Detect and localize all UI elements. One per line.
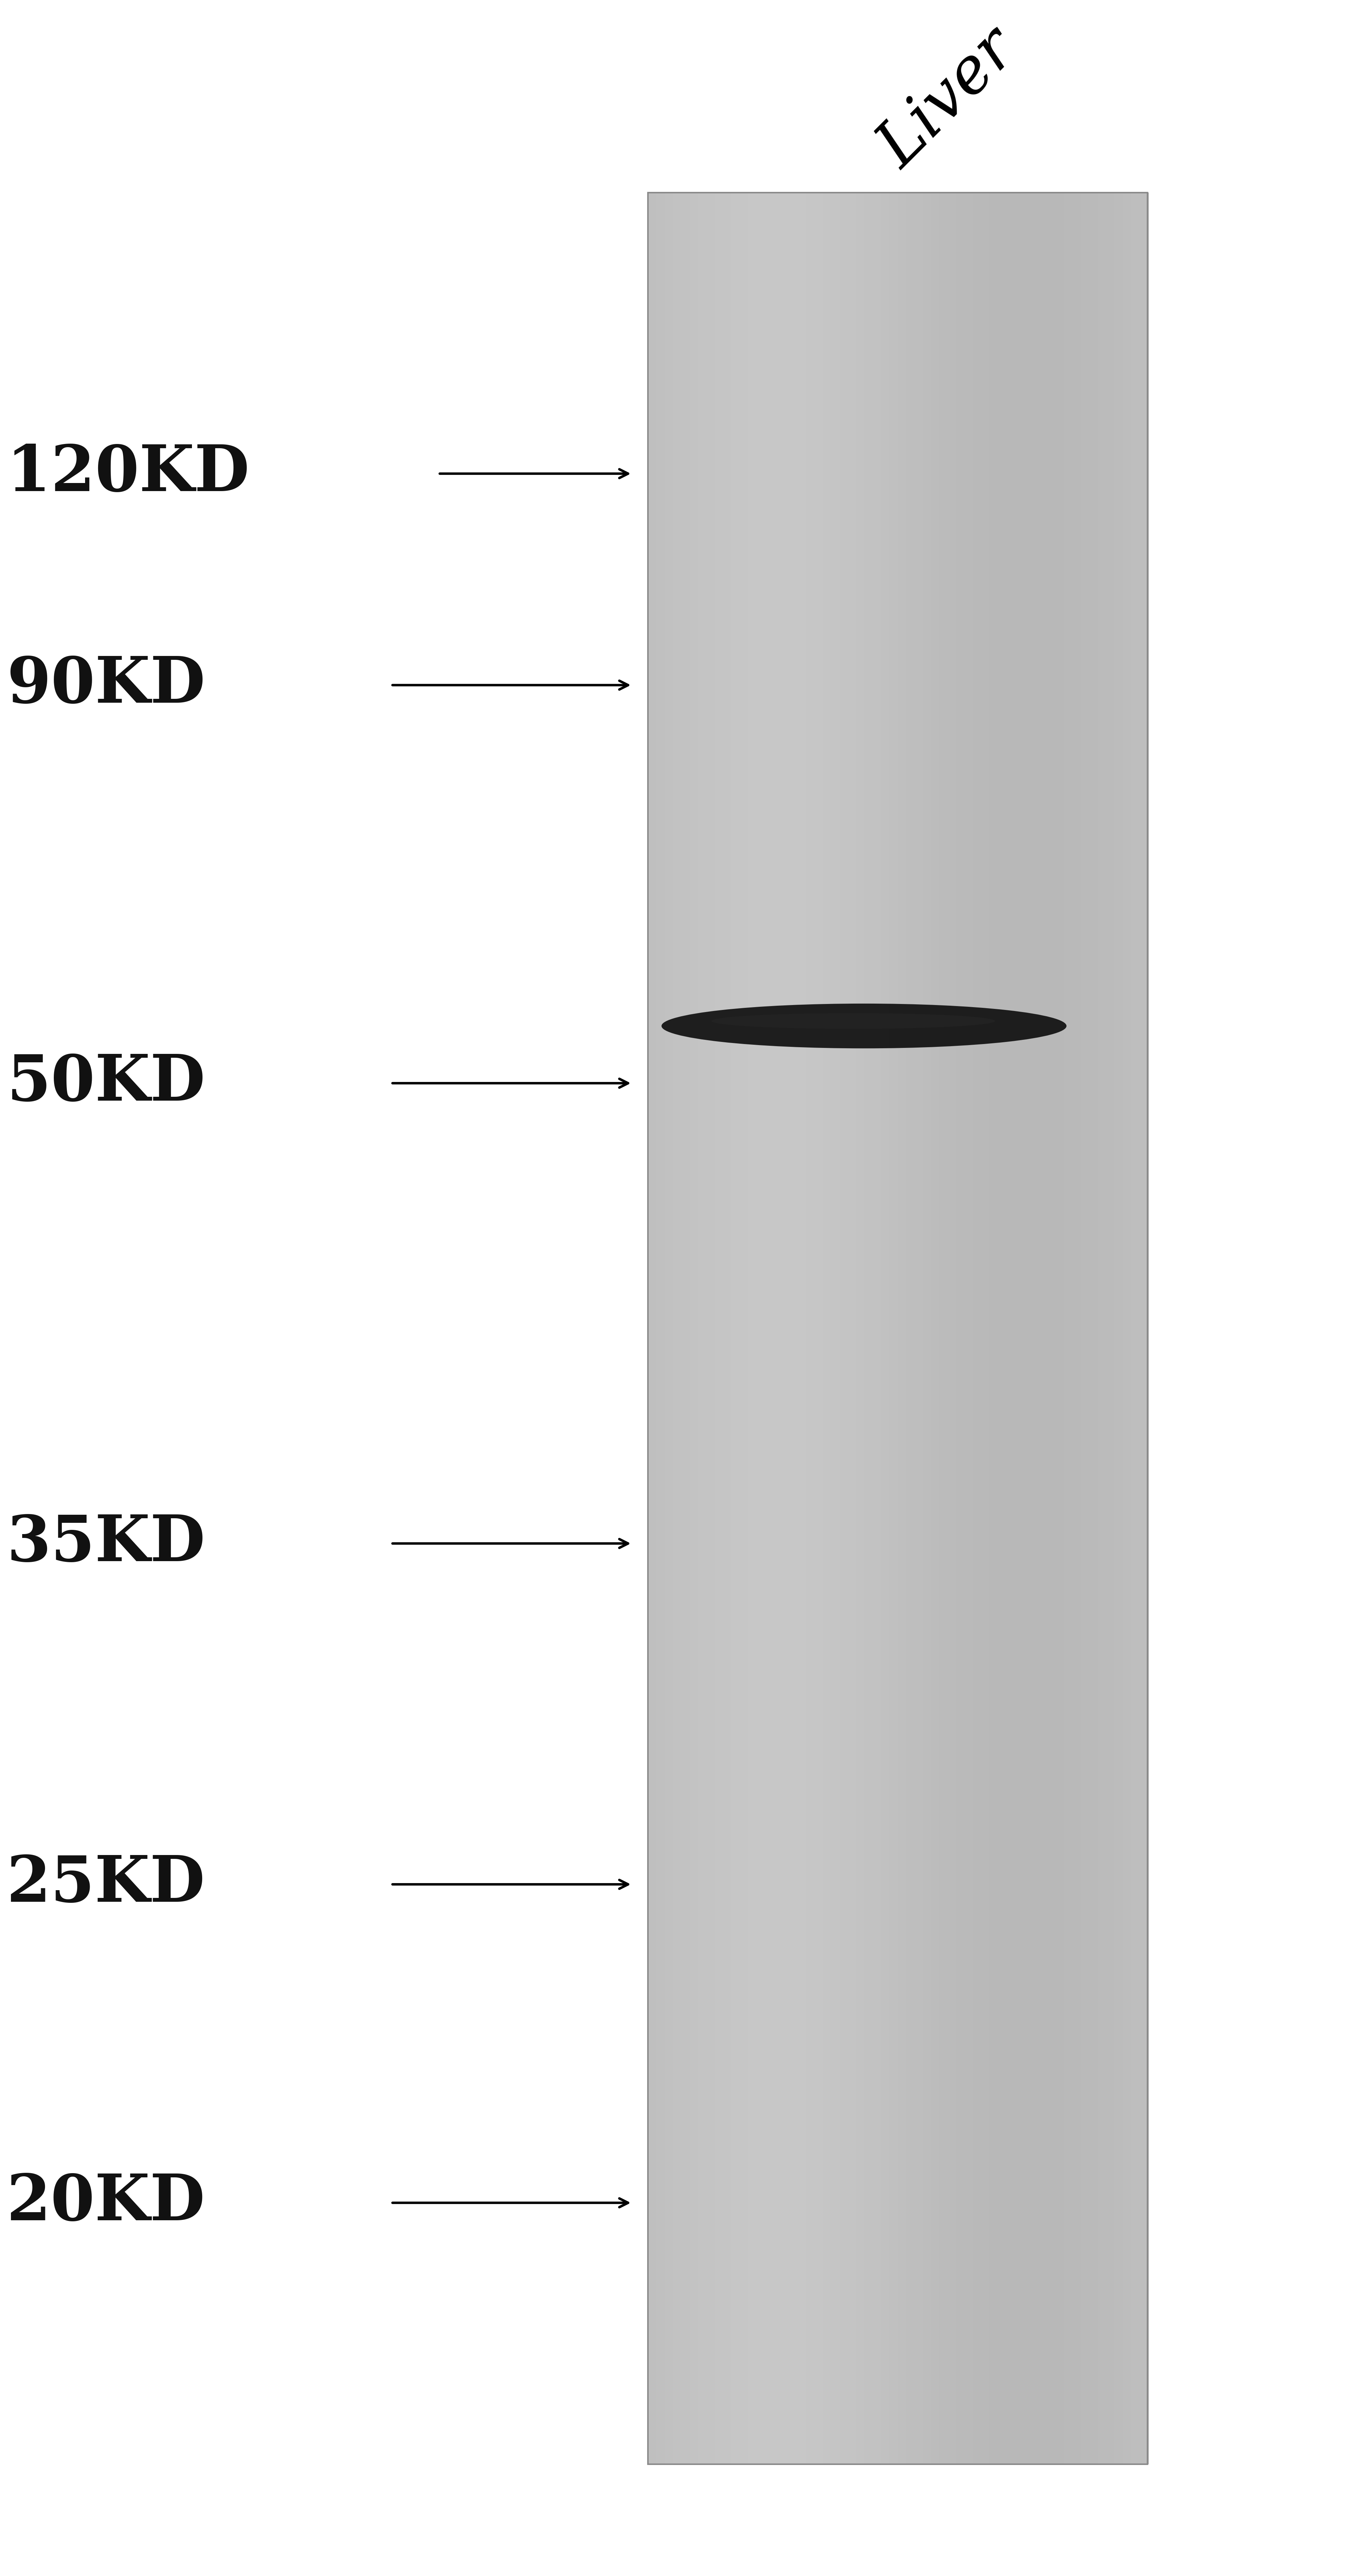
- Bar: [1089, 193, 1099, 2465]
- Bar: [872, 193, 883, 2465]
- Ellipse shape: [662, 1005, 1067, 1048]
- Bar: [822, 193, 833, 2465]
- Bar: [740, 193, 749, 2465]
- Bar: [648, 193, 657, 2465]
- Bar: [714, 193, 724, 2465]
- Bar: [1056, 193, 1065, 2465]
- Bar: [798, 193, 807, 2465]
- Bar: [656, 193, 666, 2465]
- Bar: [1106, 193, 1115, 2465]
- Bar: [1023, 193, 1033, 2465]
- Bar: [1014, 193, 1025, 2465]
- Text: 20KD: 20KD: [7, 2172, 205, 2233]
- Bar: [706, 193, 716, 2465]
- Bar: [722, 193, 733, 2465]
- Bar: [923, 193, 933, 2465]
- Text: 35KD: 35KD: [7, 1512, 205, 1574]
- Bar: [898, 193, 907, 2465]
- Bar: [1048, 193, 1057, 2465]
- Bar: [906, 193, 915, 2465]
- Bar: [914, 193, 923, 2465]
- Bar: [940, 193, 949, 2465]
- Bar: [772, 193, 783, 2465]
- Bar: [648, 193, 1148, 2465]
- Bar: [981, 193, 991, 2465]
- Bar: [1040, 193, 1049, 2465]
- Bar: [682, 193, 691, 2465]
- Bar: [806, 193, 815, 2465]
- Text: 90KD: 90KD: [7, 654, 205, 716]
- Bar: [1122, 193, 1133, 2465]
- Bar: [732, 193, 741, 2465]
- Text: 50KD: 50KD: [7, 1051, 205, 1115]
- Bar: [1064, 193, 1075, 2465]
- Bar: [1006, 193, 1015, 2465]
- Bar: [1131, 193, 1141, 2465]
- Bar: [832, 193, 841, 2465]
- Bar: [864, 193, 875, 2465]
- Bar: [814, 193, 824, 2465]
- Bar: [932, 193, 941, 2465]
- Bar: [1081, 193, 1091, 2465]
- Text: Liver: Liver: [867, 18, 1029, 180]
- Bar: [972, 193, 983, 2465]
- Bar: [1072, 193, 1083, 2465]
- Bar: [998, 193, 1007, 2465]
- Bar: [1114, 193, 1123, 2465]
- Bar: [648, 193, 1148, 2465]
- Bar: [1098, 193, 1107, 2465]
- Bar: [964, 193, 975, 2465]
- Bar: [790, 193, 799, 2465]
- Bar: [672, 193, 683, 2465]
- Bar: [882, 193, 891, 2465]
- Bar: [856, 193, 865, 2465]
- Bar: [848, 193, 857, 2465]
- Bar: [1031, 193, 1041, 2465]
- Bar: [956, 193, 965, 2465]
- Bar: [990, 193, 999, 2465]
- Bar: [664, 193, 675, 2465]
- Bar: [764, 193, 775, 2465]
- Bar: [890, 193, 899, 2465]
- Bar: [948, 193, 957, 2465]
- Ellipse shape: [711, 1012, 995, 1028]
- Bar: [840, 193, 849, 2465]
- Bar: [782, 193, 791, 2465]
- Bar: [748, 193, 757, 2465]
- Bar: [756, 193, 765, 2465]
- Text: 25KD: 25KD: [7, 1852, 205, 1917]
- Bar: [1139, 193, 1149, 2465]
- Text: 120KD: 120KD: [7, 443, 250, 505]
- Bar: [698, 193, 707, 2465]
- Bar: [690, 193, 699, 2465]
